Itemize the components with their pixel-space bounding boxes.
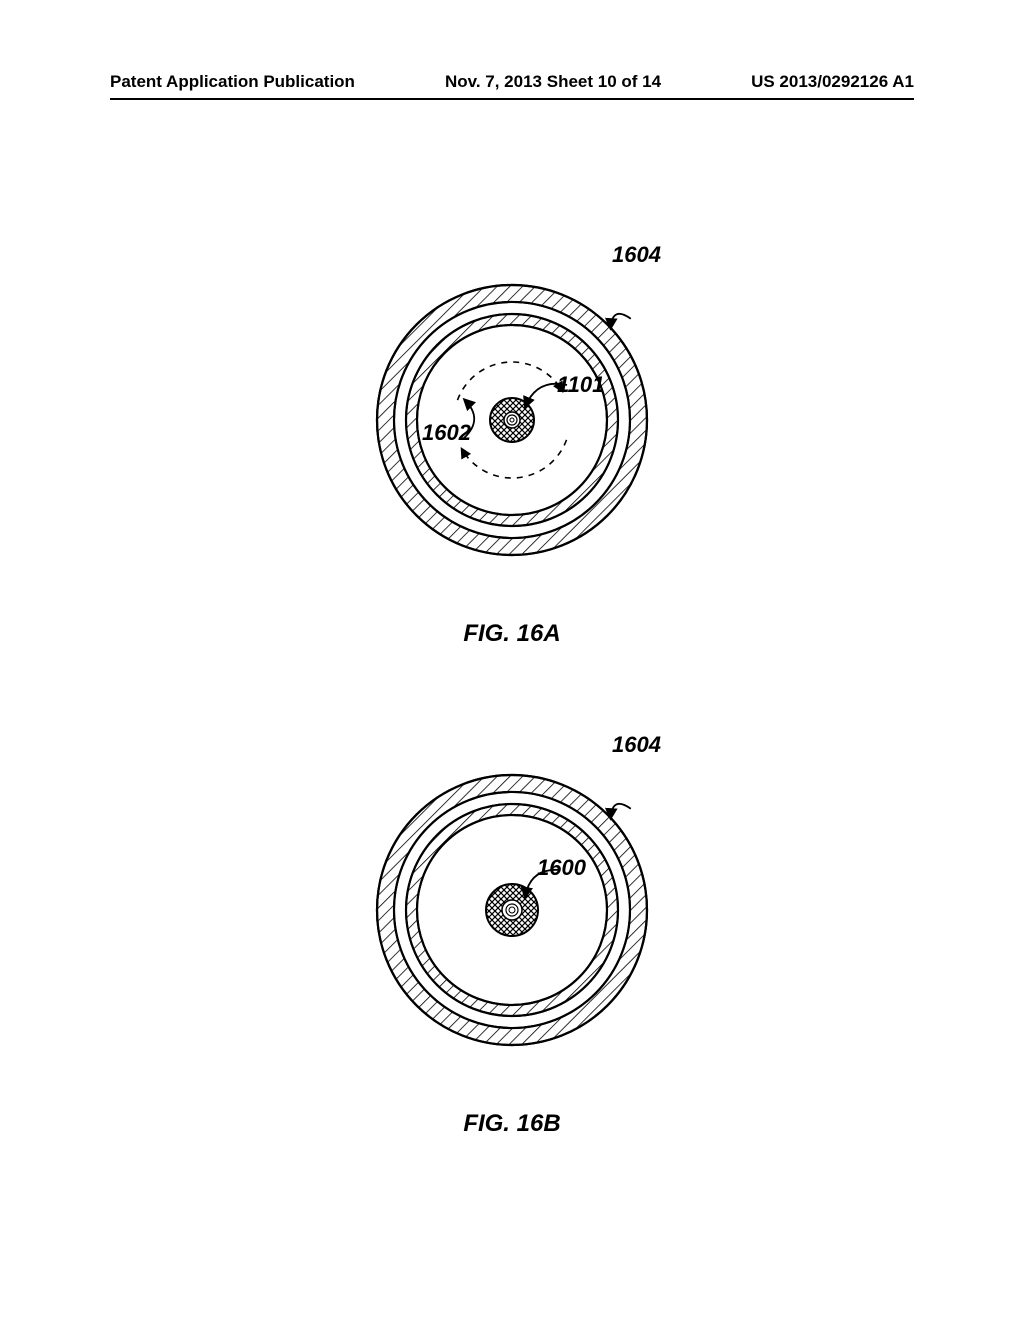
figure-16a-svg: [342, 250, 682, 590]
figure-16a-area: 1604 1101 1602 FIG. 16A: [0, 250, 1024, 648]
figure-16b-svg: [342, 740, 682, 1080]
label-1604-b: 1604: [612, 732, 661, 758]
page-header: Patent Application Publication Nov. 7, 2…: [0, 72, 1024, 92]
label-1604-a: 1604: [612, 242, 661, 268]
figure-16b-area: 1604 1600 FIG. 16B: [0, 740, 1024, 1138]
label-1101: 1101: [557, 372, 604, 398]
header-center: Nov. 7, 2013 Sheet 10 of 14: [445, 72, 661, 92]
header-left: Patent Application Publication: [110, 72, 355, 92]
header-right: US 2013/0292126 A1: [751, 72, 914, 92]
page: Patent Application Publication Nov. 7, 2…: [0, 0, 1024, 1320]
figure-16b-caption: FIG. 16B: [463, 1110, 560, 1138]
label-1602: 1602: [422, 420, 471, 446]
figure-16a-caption: FIG. 16A: [463, 620, 560, 648]
label-1600: 1600: [537, 855, 586, 881]
header-rule: [110, 98, 914, 100]
